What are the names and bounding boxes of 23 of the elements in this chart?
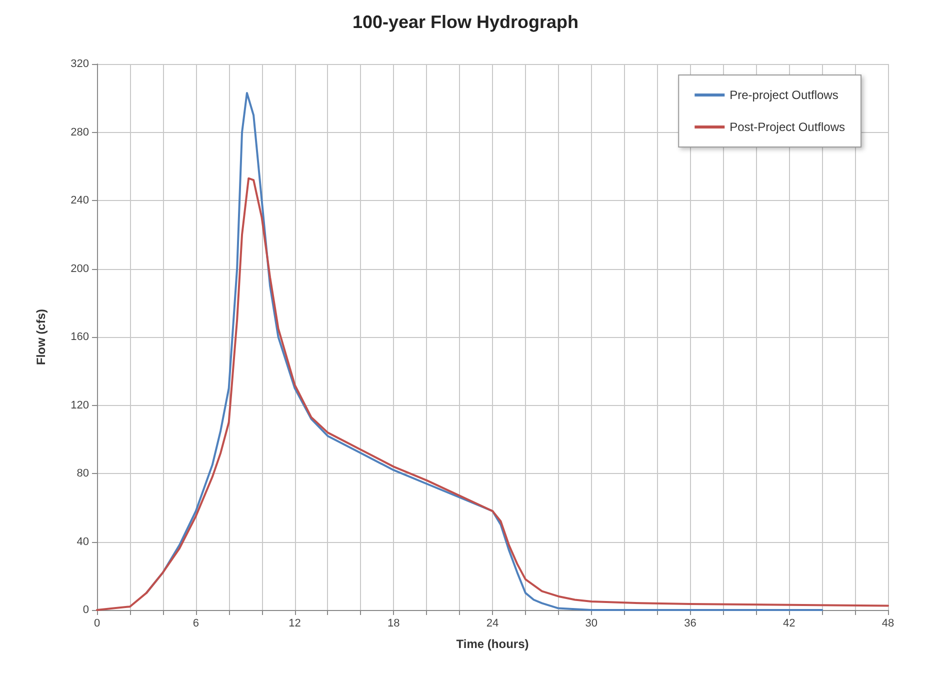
x-tick-label: 42 xyxy=(783,618,796,630)
y-tick-label: 160 xyxy=(70,331,89,343)
x-tick-label: 24 xyxy=(486,618,499,630)
x-tick-label: 18 xyxy=(388,618,400,630)
legend-label: Post-Project Outflows xyxy=(730,120,846,134)
x-tick-label: 12 xyxy=(288,618,301,630)
y-tick-label: 80 xyxy=(76,468,89,480)
y-tick-label: 0 xyxy=(82,604,89,616)
x-tick-label: 36 xyxy=(684,618,696,630)
y-tick-label: 240 xyxy=(70,194,89,206)
y-tick-label: 40 xyxy=(76,536,89,548)
x-tick-label: 48 xyxy=(882,618,894,630)
x-tick-label: 0 xyxy=(94,618,100,630)
x-tick-label: 6 xyxy=(192,618,199,630)
y-tick-label: 120 xyxy=(70,399,89,412)
legend-label: Pre-project Outflows xyxy=(730,88,838,102)
chart-title: 100-year Flow Hydrograph xyxy=(352,12,579,32)
y-tick-label: 320 xyxy=(70,58,89,70)
y-tick-label: 200 xyxy=(70,262,89,275)
y-tick-label: 280 xyxy=(70,126,89,138)
y-axis-title: Flow (cfs) xyxy=(34,309,48,365)
x-tick-label: 30 xyxy=(585,618,598,630)
x-axis-title: Time (hours) xyxy=(456,637,529,651)
